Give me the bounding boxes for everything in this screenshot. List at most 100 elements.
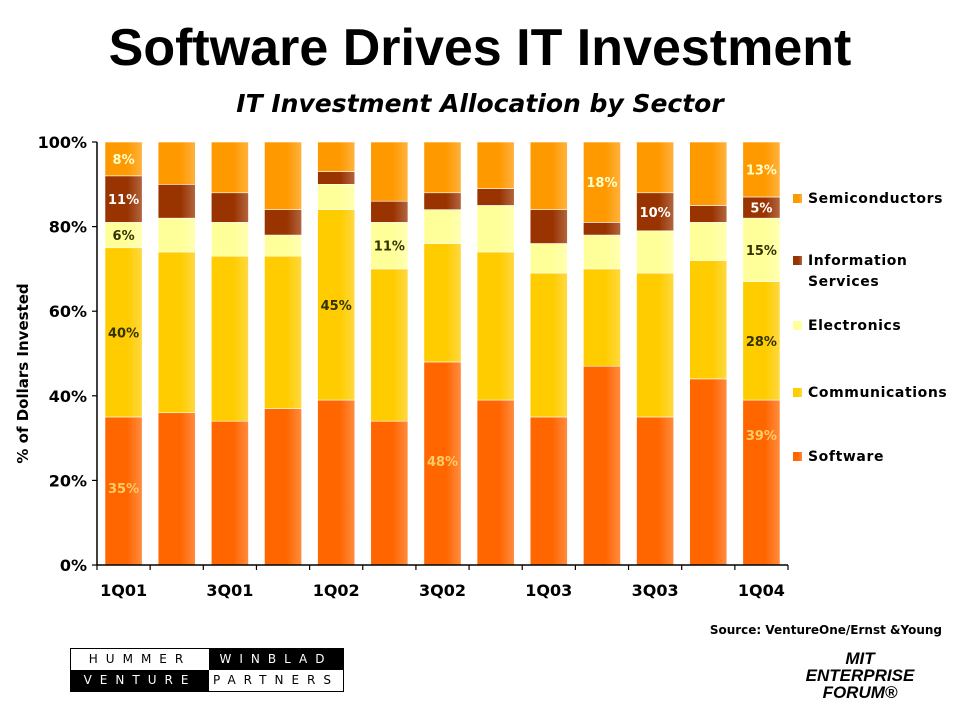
bar-4q01-electronics <box>264 234 302 257</box>
bar-1q01-communications <box>104 247 143 418</box>
logo-text-partners: PARTNERS <box>209 670 343 691</box>
bar-3q02-information-services <box>423 192 462 210</box>
bar-2q01-software <box>157 412 196 566</box>
bar-4q03-semiconductors <box>689 141 728 206</box>
y-tick-label: 100% <box>38 133 87 152</box>
data-label-1q01-semiconductors: 8% <box>113 153 135 168</box>
data-label-1q04-information-services: 5% <box>750 202 772 217</box>
mit-enterprise-forum-logo: MIT ENTERPRISE FORUM® <box>800 650 920 701</box>
bar-4q02-semiconductors <box>476 141 515 189</box>
bar-3q03-information-services <box>636 192 675 232</box>
bar-1q03-information-services <box>529 209 568 244</box>
bars-group <box>104 141 781 566</box>
bar-2q03-software <box>583 365 621 566</box>
x-tick-label: 3Q03 <box>632 581 679 600</box>
bar-4q02-communications <box>476 251 515 401</box>
bar-4q01-software <box>264 408 302 566</box>
y-tick-label: 60% <box>49 302 87 321</box>
x-tick-label: 1Q03 <box>525 581 572 600</box>
bar-3q01-electronics <box>210 222 249 257</box>
legend-label-information-services: Services <box>808 274 879 290</box>
bar-1q01-semiconductors <box>104 141 143 177</box>
bar-3q01-semiconductors <box>210 141 249 194</box>
bar-3q02-software <box>423 361 462 566</box>
legend-swatch-communications <box>793 388 802 397</box>
bar-2q02-semiconductors <box>370 141 409 202</box>
y-tick-label: 40% <box>49 387 87 406</box>
bar-2q02-communications <box>370 268 409 422</box>
bar-3q01-software <box>210 420 249 566</box>
bar-4q01-semiconductors <box>264 141 302 210</box>
bar-3q02-communications <box>423 243 462 363</box>
data-label-1q04-semiconductors: 13% <box>746 164 777 179</box>
legend-swatch-electronics <box>793 321 802 330</box>
bar-1q03-electronics <box>529 243 568 274</box>
data-label-2q03-semiconductors: 18% <box>586 176 617 191</box>
data-labels-group: 8% 11% 6% 40% 35% 45% 11% 48% 18% 10% 13% 5% 15% 28% 3… <box>108 153 777 497</box>
bar-2q01-semiconductors <box>157 141 196 185</box>
chart-title: Software Drives IT Investment <box>108 19 852 77</box>
x-tick-label: 1Q02 <box>313 581 360 600</box>
bar-4q03-information-services <box>689 205 728 223</box>
bar-2q01-communications <box>157 251 196 414</box>
bar-3q02-semiconductors <box>423 141 462 194</box>
x-tick-label: 3Q01 <box>206 581 253 600</box>
bar-1q04-electronics <box>742 217 781 282</box>
bar-2q02-electronics <box>370 222 409 270</box>
bar-4q02-information-services <box>476 188 515 206</box>
chart-subtitle: IT Investment Allocation by Sector <box>236 89 724 118</box>
bar-4q02-software <box>476 399 515 566</box>
bar-1q02-information-services <box>317 171 356 185</box>
data-label-1q01-software: 35% <box>108 482 139 497</box>
logo-text-winblad: WINBLAD <box>209 649 343 670</box>
bar-1q04-semiconductors <box>742 141 781 198</box>
logo-text-enterprise: ENTERPRISE <box>805 666 915 685</box>
y-tick-label: 80% <box>49 218 87 237</box>
bar-3q03-electronics <box>636 230 675 274</box>
bar-4q03-software <box>689 378 728 566</box>
legend: Semiconductors Information Services Electro… <box>793 191 947 465</box>
bar-1q03-communications <box>529 272 568 418</box>
bar-4q03-electronics <box>689 222 728 261</box>
bar-2q03-communications <box>583 268 621 367</box>
legend-label-information-services: Information <box>808 253 908 269</box>
x-tick-label: 3Q02 <box>419 581 466 600</box>
data-label-1q01-electronics: 6% <box>113 229 135 244</box>
bar-1q04-communications <box>742 281 781 401</box>
bar-4q02-electronics <box>476 205 515 253</box>
bar-2q03-semiconductors <box>583 141 621 223</box>
bar-1q04-software <box>742 399 781 566</box>
hummer-winblad-logo: HUMMER WINBLAD VENTURE PARTNERS <box>70 648 344 692</box>
bar-3q02-electronics <box>423 209 462 244</box>
bar-4q01-information-services <box>264 209 302 236</box>
axes-group: 0% 20% 40% 60% 80% 100% 1Q01 3Q01 1Q02 3Q02 1Q03 3Q… <box>14 133 789 600</box>
bar-1q02-electronics <box>317 184 356 210</box>
bar-1q03-semiconductors <box>529 141 568 210</box>
bar-3q01-communications <box>210 255 249 422</box>
bar-2q03-information-services <box>583 222 621 236</box>
data-label-2q02-electronics: 11% <box>374 240 405 255</box>
data-label-1q01-information-services: 11% <box>108 193 139 208</box>
data-label-3q03-information-services: 10% <box>640 206 671 221</box>
bar-2q02-software <box>370 420 409 566</box>
logo-text-forum: FORUM® <box>822 683 898 702</box>
data-label-1q01-communications: 40% <box>108 326 139 341</box>
bar-3q01-information-services <box>210 192 249 223</box>
data-label-1q04-communications: 28% <box>746 335 777 350</box>
bar-2q03-electronics <box>583 234 621 270</box>
bar-1q02-software <box>317 399 356 566</box>
bar-1q02-semiconductors <box>317 141 356 172</box>
bar-3q03-semiconductors <box>636 141 675 194</box>
data-label-1q02-communications: 45% <box>321 299 352 314</box>
y-tick-label: 0% <box>60 556 87 575</box>
x-tick-label: 1Q01 <box>100 581 147 600</box>
legend-label-software: Software <box>808 449 884 465</box>
x-tick-label: 1Q04 <box>738 581 785 600</box>
bar-1q03-software <box>529 416 568 566</box>
data-label-3q02-software: 48% <box>427 455 458 470</box>
bar-2q01-information-services <box>157 184 196 219</box>
stacked-bar-chart: 8% 11% 6% 40% 35% 45% 11% 48% 18% 10% 13% 5% 15% 28% 3… <box>14 133 947 600</box>
source-note: Source: VentureOne/Ernst &Young <box>709 623 942 637</box>
bar-1q01-electronics <box>104 222 143 249</box>
bar-1q02-communications <box>317 209 356 401</box>
